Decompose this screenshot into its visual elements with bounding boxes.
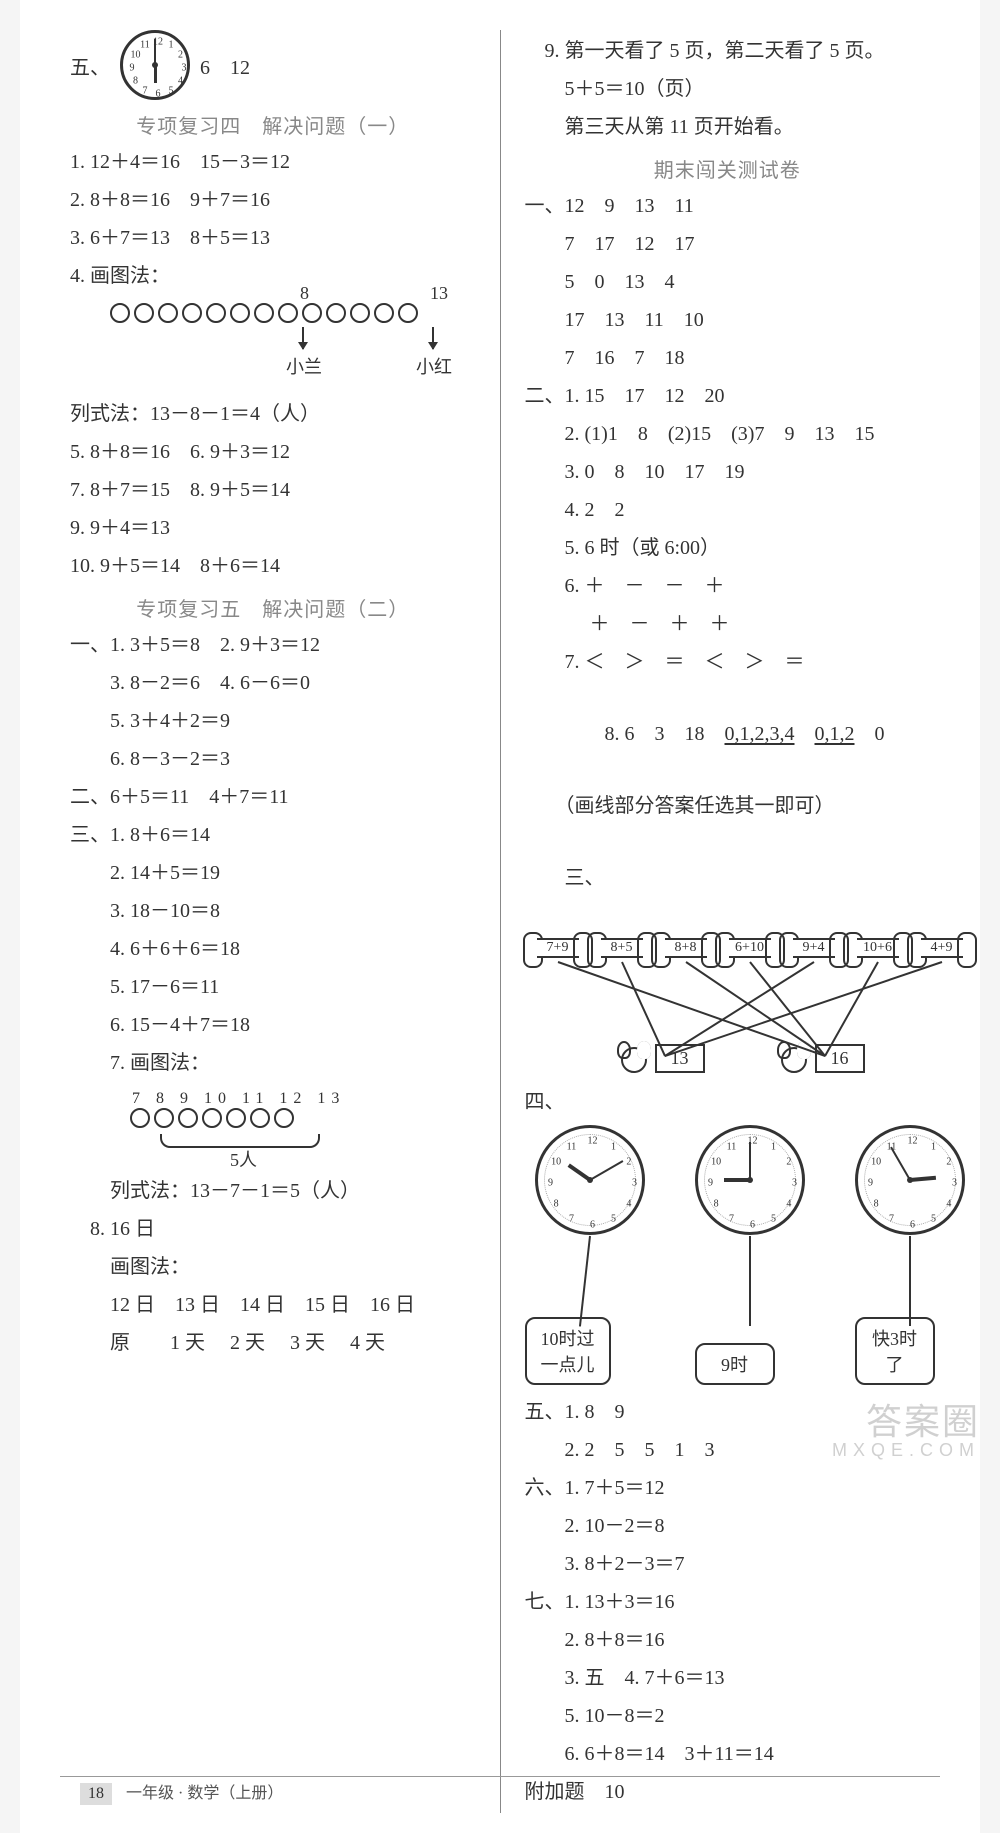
text-line: 三、1. 8＋6＝14 bbox=[70, 818, 476, 852]
text-line: 7. 8＋7＝15 8. 9＋5＝14 bbox=[70, 473, 476, 507]
text-line: 9. 第一天看了 5 页，第二天看了 5 页。 bbox=[525, 34, 931, 68]
clock-matching: 1234567891011121234567891011121234567891… bbox=[525, 1125, 931, 1385]
l8-post: 0 bbox=[855, 723, 885, 745]
text-line: 2. 8＋8＝16 bbox=[525, 1623, 931, 1657]
section4-after: 列式法：13－8－1＝4（人） 5. 8＋8＝16 6. 9＋3＝12 7. 8＋7… bbox=[70, 397, 476, 583]
footer: 18 一年级 · 数学（上册） bbox=[80, 1779, 283, 1805]
text-line: 3. 18－10＝8 bbox=[70, 894, 476, 928]
section5-after: 列式法：13－7－1＝5（人） 8. 16 日 画图法： 12 日 13 日 1… bbox=[70, 1174, 476, 1360]
bone-dog-matching: 13167+98+58+86+109+410+64+9 bbox=[525, 935, 931, 1075]
section4-lines: 1. 12＋4＝16 15－3＝12 2. 8＋8＝16 9＋7＝16 3. 6＋7… bbox=[70, 145, 476, 293]
text-line: 二、1. 15 17 12 20 bbox=[525, 379, 931, 413]
text-line: 17 13 11 10 bbox=[525, 303, 931, 337]
text-line: 5. 10－8＝2 bbox=[525, 1699, 931, 1733]
l8-u2: 0,1,2 bbox=[815, 723, 855, 745]
l8-pre: 8. 6 3 18 bbox=[565, 723, 725, 745]
sec3-label: 三、 bbox=[525, 827, 931, 929]
text-line: 3. 8－2＝6 4. 6－6＝0 bbox=[70, 666, 476, 700]
text-line: 六、1. 7＋5＝12 bbox=[525, 1471, 931, 1505]
text-line: 一、12 9 13 11 bbox=[525, 189, 931, 223]
text-line: 原 1 天 2 天 3 天 4 天 bbox=[70, 1326, 476, 1360]
text-line: 4. 画图法： bbox=[70, 259, 476, 293]
text-line: 3. 五 4. 7＋6＝13 bbox=[525, 1661, 931, 1695]
sec2-note: （画线部分答案任选其一即可） bbox=[525, 789, 931, 823]
text-line: 3. 6＋7＝13 8＋5＝13 bbox=[70, 221, 476, 255]
text-line: 5. 3＋4＋2＝9 bbox=[70, 704, 476, 738]
text-line: 3. 0 8 10 17 19 bbox=[525, 455, 931, 489]
watermark-main: 答案圈 bbox=[866, 1401, 980, 1442]
circle-diagram-2: 7 8 9 10 11 12 13 5人 bbox=[130, 1090, 476, 1170]
text-line: 7 16 7 18 bbox=[525, 341, 931, 375]
right-column: 9. 第一天看了 5 页，第二天看了 5 页。 5＋5＝10（页） 第三天从第 … bbox=[501, 30, 941, 1813]
text-line: 5＋5＝10（页） bbox=[525, 72, 931, 106]
label-five: 五、 bbox=[70, 51, 110, 80]
l8-mid bbox=[795, 723, 815, 745]
clock-6-oclock: 121234567891011 bbox=[120, 30, 190, 100]
sec3-label-text: 三、 bbox=[565, 867, 605, 889]
final-exam-title: 期末闯关测试卷 bbox=[525, 154, 931, 183]
text-line: 5 0 13 4 bbox=[525, 265, 931, 299]
left-column: 五、 121234567891011 6 12 专项复习四 解决问题（一） 1.… bbox=[60, 30, 501, 1813]
text-line: 1. 12＋4＝16 15－3＝12 bbox=[70, 145, 476, 179]
page: 五、 121234567891011 6 12 专项复习四 解决问题（一） 1.… bbox=[20, 0, 980, 1833]
text-line: 5. 8＋8＝16 6. 9＋3＝12 bbox=[70, 435, 476, 469]
text-line: 6. 8－3－2＝3 bbox=[70, 742, 476, 776]
right-top-lines: 9. 第一天看了 5 页，第二天看了 5 页。 5＋5＝10（页） 第三天从第 … bbox=[525, 34, 931, 144]
text-line: 12 日 13 日 14 日 15 日 16 日 bbox=[70, 1288, 476, 1322]
watermark: 答案圈 MXQE.COM bbox=[832, 1402, 980, 1461]
footer-text: 一年级 · 数学（上册） bbox=[126, 1785, 283, 1802]
text-line: ＋ － ＋ ＋ bbox=[525, 607, 931, 641]
row-five: 五、 121234567891011 6 12 bbox=[70, 30, 476, 100]
text-line: 二、6＋5＝11 4＋7＝11 bbox=[70, 780, 476, 814]
text-line: 5. 6 时（或 6:00） bbox=[525, 531, 931, 565]
text-line: 第三天从第 11 页开始看。 bbox=[525, 110, 931, 144]
watermark-sub: MXQE.COM bbox=[832, 1441, 980, 1461]
text-line: 4. 2 2 bbox=[525, 493, 931, 527]
l8-u1: 0,1,2,3,4 bbox=[725, 723, 795, 745]
footer-rule bbox=[60, 1776, 940, 1777]
five-tail: 6 12 bbox=[200, 51, 250, 80]
two-column-layout: 五、 121234567891011 6 12 专项复习四 解决问题（一） 1.… bbox=[60, 30, 940, 1813]
text-line: 8. 16 日 bbox=[70, 1212, 476, 1246]
text-line: 画图法： bbox=[70, 1250, 476, 1284]
text-line: 列式法：13－8－1＝4（人） bbox=[70, 397, 476, 431]
text-line: 7. 画图法： bbox=[70, 1046, 476, 1080]
text-line: 7. ＜ ＞ ＝ ＜ ＞ ＝ bbox=[525, 645, 931, 679]
diagram2-top: 7 8 9 10 11 12 13 bbox=[132, 1090, 476, 1108]
text-line: 列式法：13－7－1＝5（人） bbox=[70, 1174, 476, 1208]
right-sec1: 一、12 9 13 11 7 17 12 17 5 0 13 4 17 13 1… bbox=[525, 189, 931, 375]
text-line: 4. 6＋6＋6＝18 bbox=[70, 932, 476, 966]
text-line: 2. (1)1 8 (2)15 (3)7 9 13 15 bbox=[525, 417, 931, 451]
text-line: 一、1. 3＋5＝8 2. 9＋3＝12 bbox=[70, 628, 476, 662]
diagram2-brace-label: 5人 bbox=[230, 1146, 257, 1172]
text-line: 7 17 12 17 bbox=[525, 227, 931, 261]
page-number: 18 bbox=[80, 1783, 112, 1805]
text-line: 2. 8＋8＝16 9＋7＝16 bbox=[70, 183, 476, 217]
text-line: 附加题 10 bbox=[525, 1775, 931, 1809]
section5-title: 专项复习五 解决问题（二） bbox=[70, 593, 476, 622]
text-line: 3. 8＋2－3＝7 bbox=[525, 1547, 931, 1581]
text-line: 2. 14＋5＝19 bbox=[70, 856, 476, 890]
section4-title: 专项复习四 解决问题（一） bbox=[70, 110, 476, 139]
text-line: 6. 6＋8＝14 3＋11＝14 bbox=[525, 1737, 931, 1771]
text-line: 6. ＋ － － ＋ bbox=[525, 569, 931, 603]
right-sec2: 二、1. 15 17 12 20 2. (1)1 8 (2)15 (3)7 9 … bbox=[525, 379, 931, 679]
text-line: 9. 9＋4＝13 bbox=[70, 511, 476, 545]
text-line: 七、1. 13＋3＝16 bbox=[525, 1585, 931, 1619]
circle-diagram-1: 813小兰小红 bbox=[110, 303, 476, 393]
text-line: 10. 9＋5＝14 8＋6＝14 bbox=[70, 549, 476, 583]
sec4-label: 四、 bbox=[525, 1085, 931, 1119]
text-line: 2. 10－2＝8 bbox=[525, 1509, 931, 1543]
text-line: 5. 17－6＝11 bbox=[70, 970, 476, 1004]
text-line: 6. 15－4＋7＝18 bbox=[70, 1008, 476, 1042]
section5-lines: 一、1. 3＋5＝8 2. 9＋3＝12 3. 8－2＝6 4. 6－6＝0 5… bbox=[70, 628, 476, 1080]
sec2-line8: 8. 6 3 18 0,1,2,3,4 0,1,2 0 bbox=[525, 683, 931, 785]
